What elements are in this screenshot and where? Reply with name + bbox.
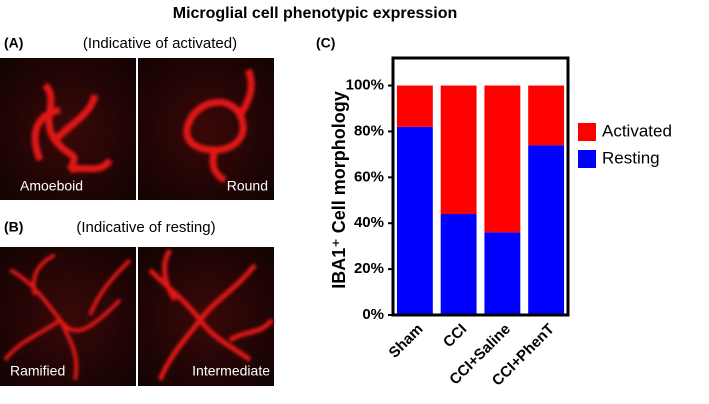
panel-label: (C) bbox=[316, 35, 335, 51]
bar-segment bbox=[440, 85, 477, 215]
micrograph: Round bbox=[138, 58, 274, 200]
plot-frame bbox=[391, 56, 570, 317]
bar-segment bbox=[528, 85, 565, 146]
y-tick-label: 40% bbox=[354, 214, 384, 231]
figure-title: Microglial cell phenotypic expression bbox=[173, 5, 458, 22]
y-tick-label: 60% bbox=[354, 168, 384, 185]
legend-swatch bbox=[578, 123, 596, 141]
y-tick-label: 20% bbox=[354, 260, 384, 277]
legend-label: Resting bbox=[602, 148, 660, 167]
bar-segment bbox=[440, 214, 477, 315]
micrograph: Ramified bbox=[0, 247, 136, 386]
image-label: Round bbox=[227, 178, 268, 194]
panel-caption: (Indicative of activated) bbox=[83, 35, 237, 52]
legend-swatch bbox=[578, 150, 596, 168]
bar-segment bbox=[484, 85, 521, 233]
legend-label: Activated bbox=[602, 121, 672, 140]
y-tick-label: 0% bbox=[362, 306, 384, 323]
x-tick-label: CCI bbox=[440, 321, 470, 351]
micrograph: Intermediate bbox=[138, 247, 274, 386]
micrograph: Amoeboid bbox=[0, 58, 136, 200]
panel-label: (B) bbox=[4, 219, 23, 235]
image-label: Amoeboid bbox=[20, 178, 83, 194]
y-axis-title: IBA1⁺ Cell morphology bbox=[329, 91, 349, 289]
bar-segment bbox=[528, 145, 565, 315]
panel-label: (A) bbox=[4, 35, 23, 51]
y-tick-label: 80% bbox=[354, 122, 384, 139]
chart: 0%20%40%60%80%100%Sham CCICCI+SalineCCI+P… bbox=[346, 56, 672, 390]
image-label: Ramified bbox=[10, 363, 65, 379]
x-tick-label: Sham bbox=[386, 321, 427, 362]
bar-segment bbox=[396, 126, 433, 315]
panel-caption: (Indicative of resting) bbox=[76, 219, 215, 236]
bar-segment bbox=[484, 232, 521, 315]
bar-segment bbox=[396, 85, 433, 127]
y-tick-label: 100% bbox=[346, 77, 384, 94]
image-label: Intermediate bbox=[192, 363, 270, 379]
